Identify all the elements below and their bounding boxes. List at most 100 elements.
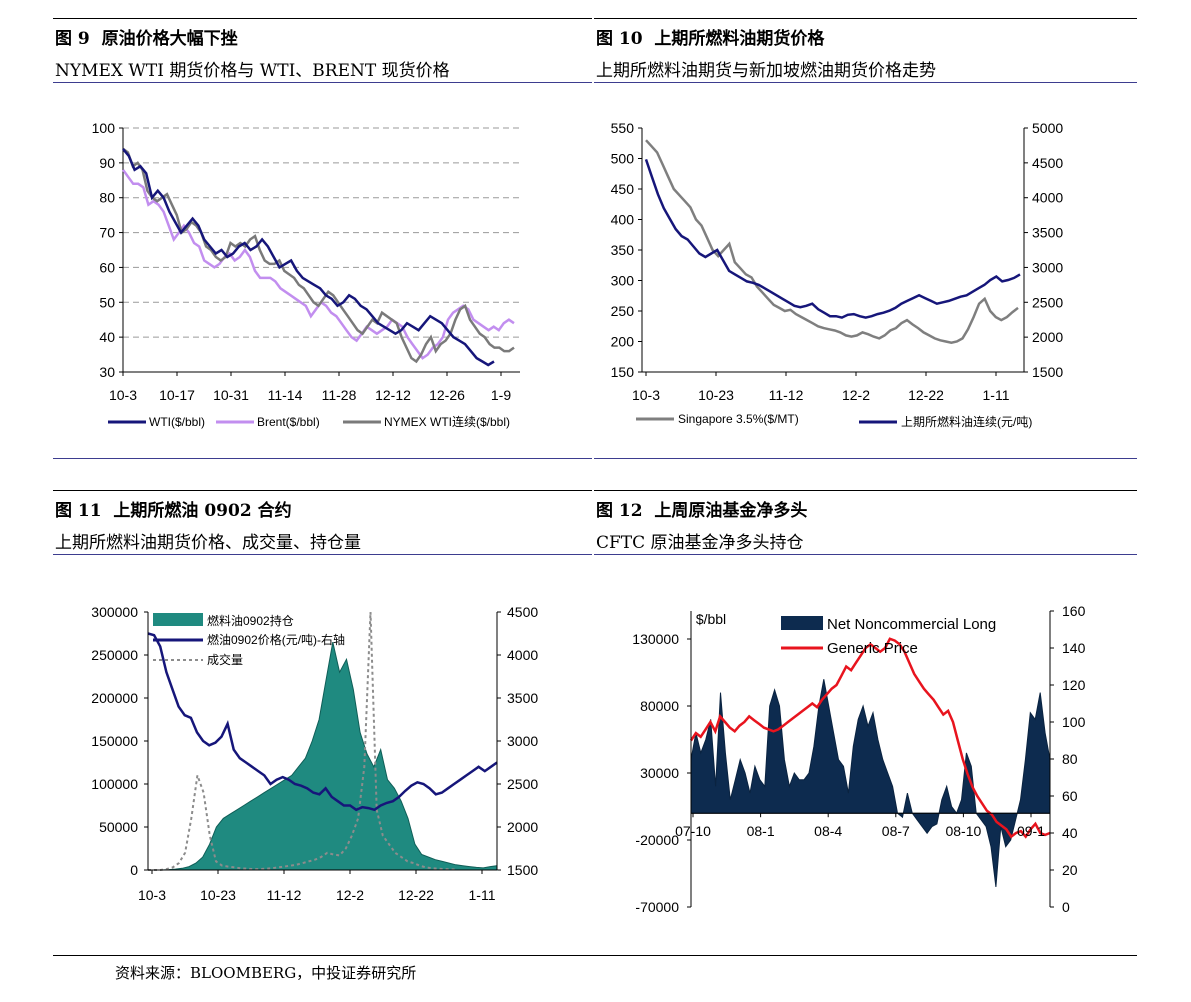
series-0-legend-label: WTI($/bbl) xyxy=(149,415,205,429)
series-2-legend-label: 成交量 xyxy=(207,652,243,667)
x-tick-label: 11-14 xyxy=(268,387,303,403)
chart-canvas: 550 500 450 400 350 300 250 200 150 5000 4500 4000 3… xyxy=(611,120,1064,429)
y2-tick-label: 5000 xyxy=(1032,120,1063,136)
y-tick-label: 250 xyxy=(611,303,635,319)
header-rule xyxy=(594,82,1137,83)
chart-subtitle: NYMEX WTI 期货价格与 WTI、BRENT 现货价格 xyxy=(55,61,450,81)
y-tick-label: 80 xyxy=(99,190,115,206)
y2-tick-label: 3500 xyxy=(1032,225,1063,241)
y-tick-label: 30 xyxy=(99,364,115,380)
y2-tick-label: 80 xyxy=(1062,751,1078,767)
y2-tick-label: 3500 xyxy=(507,690,538,706)
series-2-legend-label: NYMEX WTI连续($/bbl) xyxy=(384,414,510,429)
x-tick-label: 10-3 xyxy=(138,887,166,903)
top-rule xyxy=(594,18,1137,19)
y2-tick-label: 2000 xyxy=(507,819,538,835)
series-volume-line xyxy=(148,611,458,871)
y2-tick-label: 40 xyxy=(1062,825,1078,841)
y2-tick-label: 160 xyxy=(1062,603,1086,619)
y-tick-label: 30000 xyxy=(640,765,679,781)
source-rule xyxy=(53,955,1137,956)
x-tick-label: 07-10 xyxy=(675,823,711,839)
x-tick-label: 10-23 xyxy=(200,887,236,903)
series-0-legend-swatch xyxy=(153,613,203,626)
y-tick-label: 90 xyxy=(99,155,115,171)
series-1-legend-label: 燃油0902价格(元/吨)-右轴 xyxy=(207,632,345,647)
y-tick-label: 200000 xyxy=(91,690,138,706)
y-tick-label: 50000 xyxy=(99,819,138,835)
x-tick-label: 1-11 xyxy=(469,887,496,903)
series-price-line xyxy=(147,632,498,812)
series-0-legend-label: Singapore 3.5%($/MT) xyxy=(678,412,799,426)
series-1-legend-label: 上期所燃料油连续(元/吨) xyxy=(901,414,1032,429)
y-tick-label: 150000 xyxy=(91,733,138,749)
series-1-legend-label: Brent($/bbl) xyxy=(257,415,320,429)
y-tick-label: 500 xyxy=(611,151,635,167)
x-tick-label: 10-3 xyxy=(632,387,660,403)
y2-tick-label: 20 xyxy=(1062,862,1078,878)
y-tick-label: 100 xyxy=(92,120,116,136)
series-shfe-line xyxy=(644,158,1021,319)
y2-tick-label: 60 xyxy=(1062,788,1078,804)
chart-subtitle: 上期所燃料油期货与新加坡燃油期货价格走势 xyxy=(596,61,936,81)
y-tick-label: 400 xyxy=(611,212,635,228)
chart-title: 图 12 上周原油基金净多头 xyxy=(596,501,808,521)
series-0-legend-label: 燃料油0902持仓 xyxy=(207,613,294,628)
bottom-rule xyxy=(594,458,1137,459)
y-tick-label: 0 xyxy=(130,862,138,878)
y2-tick-label: 0 xyxy=(1062,899,1070,915)
series-net-long-area xyxy=(690,679,1051,887)
x-tick-label: 12-22 xyxy=(908,387,944,403)
x-tick-label: 10-23 xyxy=(698,387,734,403)
x-tick-label: 12-2 xyxy=(842,387,870,403)
header-rule xyxy=(53,554,592,555)
chart-panel-cftc-net-long: 图 12 上周原油基金净多头 CFTC 原油基金净多头持仓 130000 8000… xyxy=(594,472,1137,952)
y2-tick-label: 140 xyxy=(1062,640,1086,656)
y2-tick-label: 4500 xyxy=(1032,155,1063,171)
y-tick-label: 50 xyxy=(99,294,115,310)
x-tick-label: 12-2 xyxy=(336,887,364,903)
chart-panel-fuel-oil-price: 图 10 上期所燃料油期货价格 上期所燃料油期货与新加坡燃油期货价格走势 550… xyxy=(594,0,1137,462)
y2-tick-label: 4000 xyxy=(507,647,538,663)
y2-tick-label: 3000 xyxy=(1032,259,1063,275)
chart-canvas: 130000 80000 30000 -20000 -70000 160 140 120 100… xyxy=(632,603,1086,915)
x-tick-label: 1-11 xyxy=(983,387,1010,403)
y2-tick-label: 100 xyxy=(1062,714,1086,730)
header-rule xyxy=(53,82,592,83)
y-tick-label: 80000 xyxy=(640,698,679,714)
y-tick-label: 70 xyxy=(99,225,115,241)
y-tick-label: 450 xyxy=(611,181,635,197)
x-tick-label: 12-22 xyxy=(398,887,434,903)
series-1-legend-label: Generic Price xyxy=(827,640,918,657)
chart-title: 图 11 上期所燃油 0902 合约 xyxy=(55,501,292,521)
series-singapore-line xyxy=(645,139,1019,344)
y2-tick-label: 120 xyxy=(1062,677,1086,693)
x-tick-label: 08-10 xyxy=(945,823,981,839)
bottom-rule xyxy=(53,458,592,459)
y-tick-label: 350 xyxy=(611,242,635,258)
chart-panel-oil-price: 图 9 原油价格大幅下挫 NYMEX WTI 期货价格与 WTI、BRENT 现… xyxy=(53,0,592,462)
chart-canvas: 100 90 80 70 60 50 40 30 10-3 10-17 10-31 11-14 11-2… xyxy=(92,120,520,429)
x-tick-label: 09-1 xyxy=(1017,823,1045,839)
y-tick-label: 300 xyxy=(611,273,635,289)
y2-tick-label: 1500 xyxy=(507,862,538,878)
y-tick-label: 150 xyxy=(611,364,635,380)
series-wti-line xyxy=(122,148,495,367)
y-tick-label: 550 xyxy=(611,120,635,136)
y-tick-label: -70000 xyxy=(635,899,679,915)
x-tick-label: 11-28 xyxy=(322,387,357,403)
x-tick-label: 11-12 xyxy=(267,887,302,903)
chart-subtitle: CFTC 原油基金净多头持仓 xyxy=(596,533,804,553)
x-tick-label: 10-3 xyxy=(109,387,137,403)
y2-tick-label: 3000 xyxy=(507,733,538,749)
series-open-interest-area xyxy=(148,641,498,871)
x-tick-label: 12-12 xyxy=(375,387,411,403)
y-tick-label: 40 xyxy=(99,329,115,345)
x-tick-label: 08-7 xyxy=(882,823,910,839)
y2-tick-label: 2000 xyxy=(1032,329,1063,345)
y2-tick-label: 1500 xyxy=(1032,364,1063,380)
y2-tick-label: 2500 xyxy=(507,776,538,792)
chart-canvas: 300000 250000 200000 150000 100000 50000 0 4500… xyxy=(91,604,538,903)
y-tick-label: -20000 xyxy=(635,832,679,848)
chart-subtitle: 上期所燃料油期货价格、成交量、持仓量 xyxy=(55,533,361,553)
